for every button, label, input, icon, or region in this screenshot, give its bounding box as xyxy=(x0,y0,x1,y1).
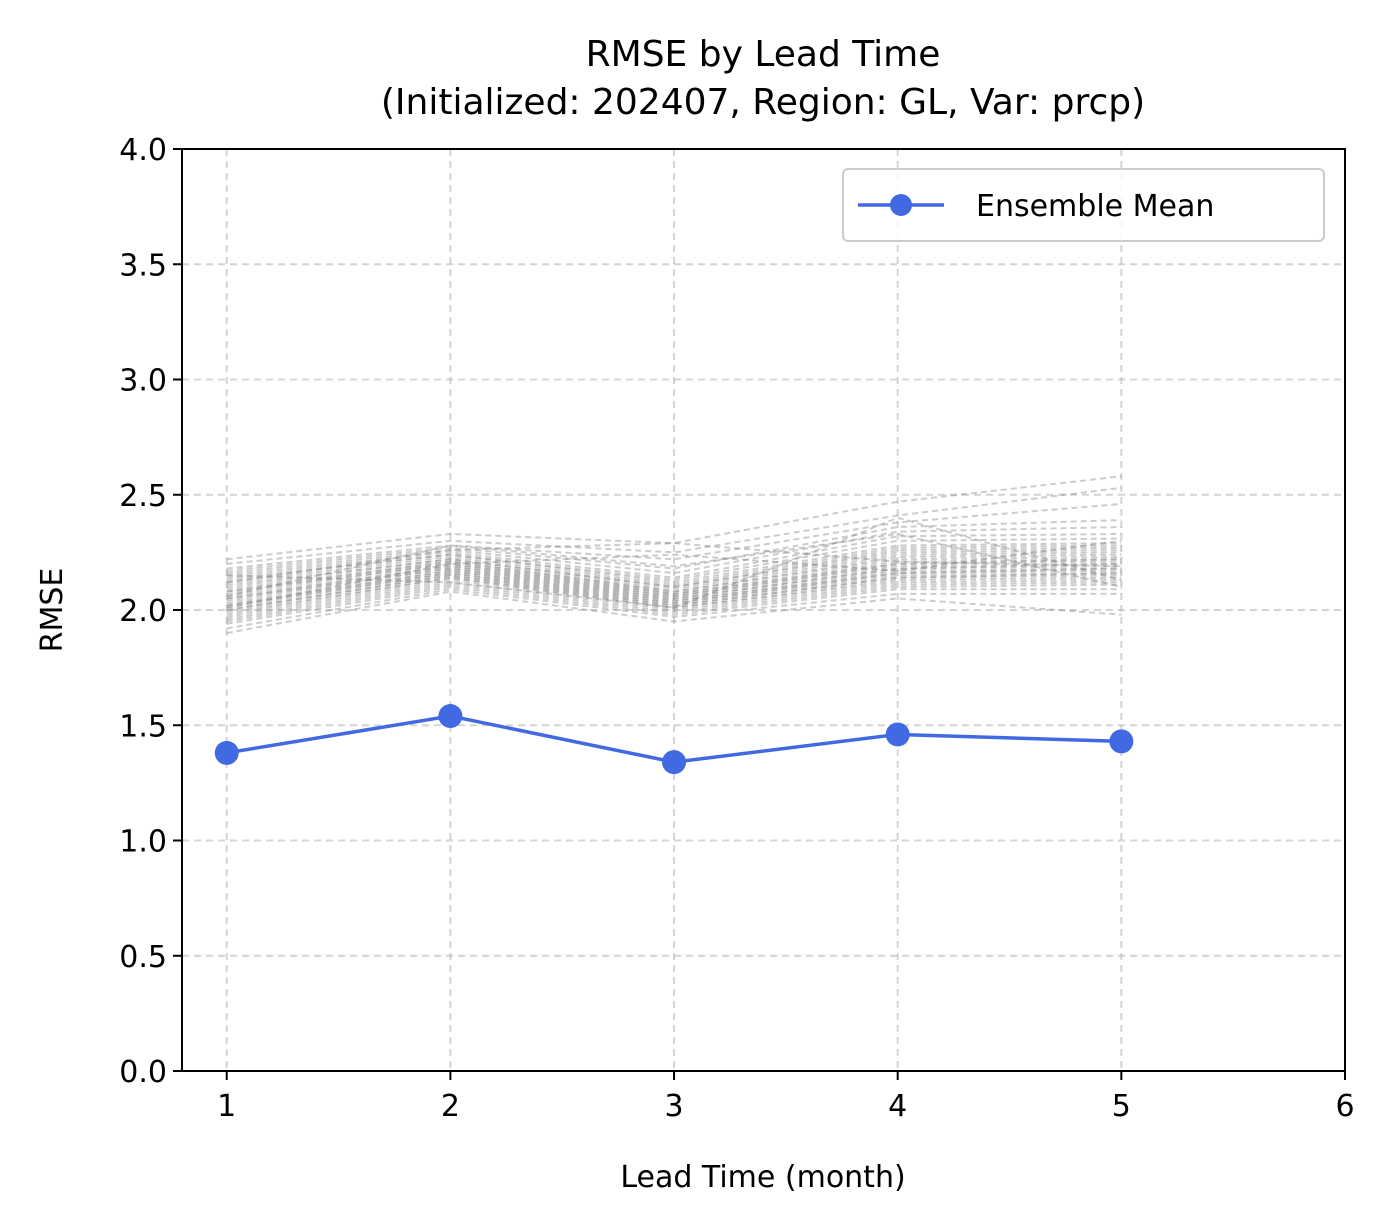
ensemble-member-line xyxy=(226,546,1122,588)
ensemble-mean-point xyxy=(662,750,687,775)
x-tick-label: 5 xyxy=(1112,1089,1131,1124)
ensemble-mean-point xyxy=(1109,729,1134,754)
ensemble-member-line xyxy=(226,572,1122,611)
y-tick-label: 3.5 xyxy=(119,248,167,283)
y-tick-label: 0.0 xyxy=(119,1055,167,1090)
y-tick-label: 2.0 xyxy=(119,594,167,629)
ensemble-member-line xyxy=(226,519,1122,572)
x-tick-label: 3 xyxy=(664,1089,683,1124)
ensemble-member-line xyxy=(226,532,1122,579)
y-axis-label: RMSE xyxy=(35,568,70,653)
y-tick-label: 1.5 xyxy=(119,709,167,744)
ensemble-mean-point xyxy=(885,722,910,747)
ensemble-member-line xyxy=(226,565,1122,605)
ensemble-member-line xyxy=(226,562,1122,600)
y-axis: 0.0 0.5 1.0 1.5 2.0 2.5 3.0 3.5 4.0 xyxy=(119,133,182,1090)
ensemble-member-line xyxy=(226,502,1122,570)
ensemble-member-line xyxy=(226,558,1122,595)
x-tick-label: 2 xyxy=(441,1089,460,1124)
ensemble-members xyxy=(226,475,1122,635)
y-tick-label: 4.0 xyxy=(119,133,167,168)
ensemble-member-line xyxy=(226,581,1122,621)
ensemble-member-line xyxy=(226,569,1122,609)
ensemble-member-line xyxy=(226,574,1122,614)
y-tick-label: 3.0 xyxy=(119,364,167,399)
ensemble-member-line xyxy=(226,572,1122,611)
ensemble-member-line xyxy=(226,532,1122,598)
ensemble-member-line xyxy=(226,486,1122,565)
ensemble-member-line xyxy=(226,551,1122,591)
legend-label: Ensemble Mean xyxy=(976,189,1214,224)
ensemble-member-line xyxy=(226,555,1122,593)
x-axis: 1 2 3 4 5 6 xyxy=(217,1071,1355,1124)
ensemble-member-line xyxy=(226,549,1122,588)
ensemble-member-line xyxy=(226,542,1122,584)
x-tick-label: 4 xyxy=(888,1089,907,1124)
ensemble-member-line xyxy=(226,567,1122,607)
ensemble-member-line xyxy=(226,583,1122,623)
ensemble-mean-point xyxy=(214,740,239,765)
legend-frame xyxy=(842,168,1325,242)
x-axis-label: Lead Time (month) xyxy=(620,1160,905,1195)
legend: Ensemble Mean xyxy=(842,168,1325,242)
ensemble-member-line xyxy=(226,537,1122,582)
chart-title-line1: RMSE by Lead Time xyxy=(586,34,941,75)
ensemble-member-line xyxy=(226,558,1122,598)
y-tick-label: 1.0 xyxy=(119,825,167,860)
chart-title-line2: (Initialized: 202407, Region: GL, Var: p… xyxy=(381,82,1145,123)
ensemble-member-line xyxy=(226,560,1122,600)
ensemble-member-line xyxy=(226,588,1122,630)
ensemble-member-line xyxy=(226,475,1122,561)
ensemble-mean-point xyxy=(438,704,463,729)
x-tick-label: 1 xyxy=(217,1089,236,1124)
y-tick-label: 2.5 xyxy=(119,479,167,514)
x-tick-label: 6 xyxy=(1335,1089,1354,1124)
y-tick-label: 0.5 xyxy=(119,940,167,975)
ensemble-member-line xyxy=(226,553,1122,593)
ensemble-member-line xyxy=(226,562,1122,602)
ensemble-member-line xyxy=(226,585,1122,625)
ensemble-member-line xyxy=(226,579,1122,618)
ensemble-member-line xyxy=(226,590,1122,635)
ensemble-mean-series xyxy=(214,704,1134,775)
ensemble-member-line xyxy=(226,544,1122,586)
ensemble-member-line xyxy=(226,542,1122,584)
ensemble-member-line xyxy=(226,567,1122,607)
ensemble-member-line xyxy=(226,526,1122,575)
ensemble-member-line xyxy=(226,576,1122,616)
ensemble-member-line xyxy=(226,539,1122,609)
legend-marker xyxy=(890,194,912,216)
